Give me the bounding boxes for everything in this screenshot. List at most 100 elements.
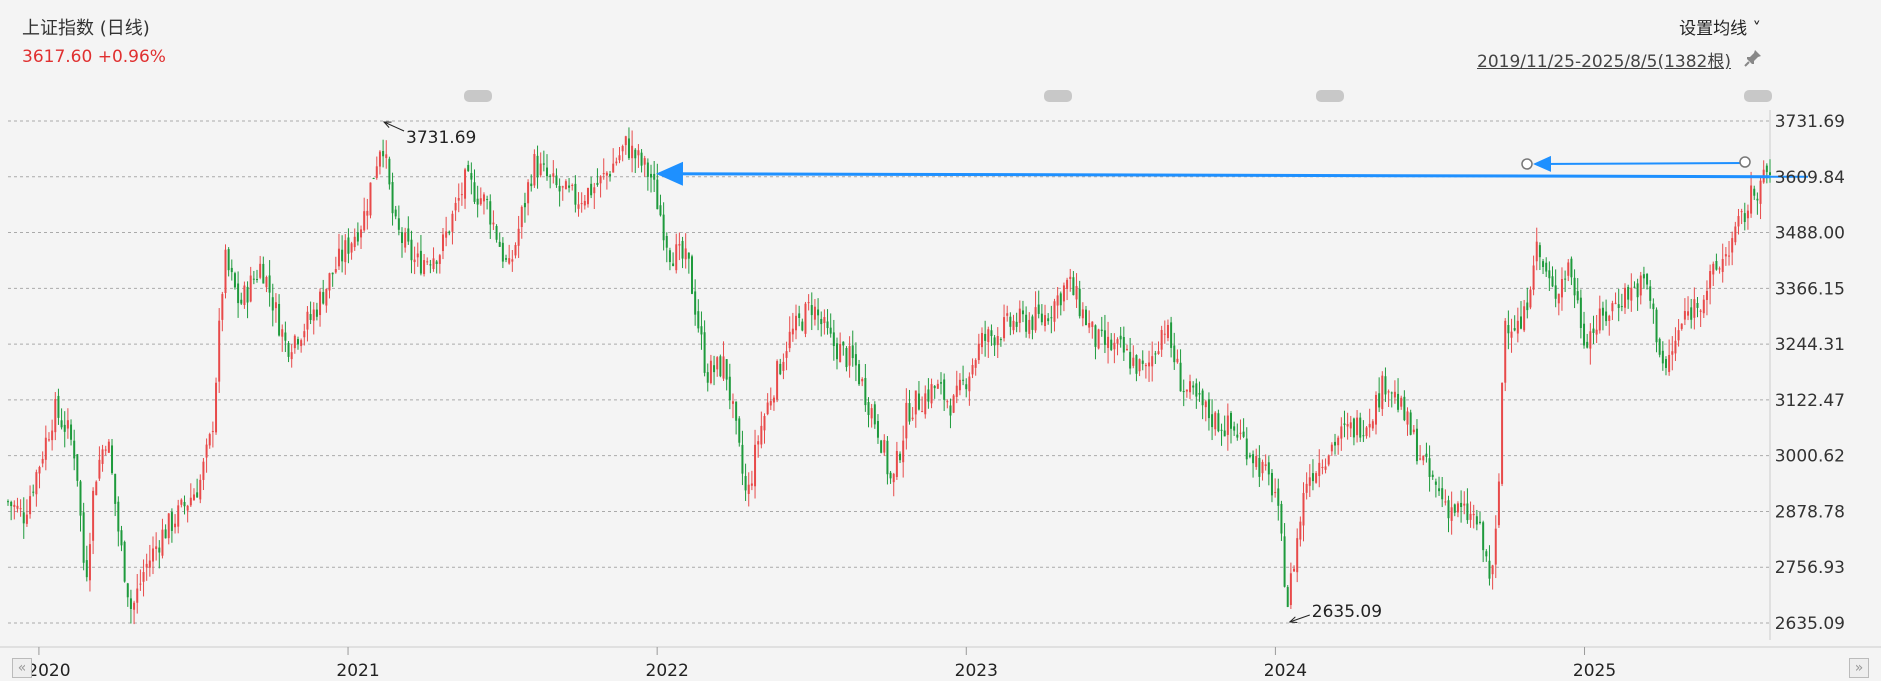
candle-body [249, 275, 252, 302]
candle-body [388, 158, 391, 185]
candle-body [1469, 513, 1472, 520]
candle-body [656, 179, 659, 210]
candle-body [845, 347, 848, 368]
candle-body [996, 335, 999, 346]
candle-body [25, 514, 28, 524]
drawing-handle[interactable] [1739, 156, 1751, 168]
candle-body [1683, 311, 1686, 320]
candle-body [782, 361, 785, 371]
candle-body [1538, 245, 1541, 258]
candle-body [593, 187, 596, 194]
trend-arrow[interactable] [655, 161, 1771, 186]
candle-body [1658, 338, 1661, 355]
candle-body [1280, 503, 1283, 534]
candle-body [1359, 417, 1362, 438]
short-arrow[interactable] [1533, 155, 1746, 172]
candle-body [70, 424, 73, 440]
candle-body [514, 245, 517, 256]
candle-body [1207, 399, 1210, 419]
candle-body [574, 183, 577, 205]
set-ma-button[interactable]: 设置均线 ˅ [1679, 19, 1761, 39]
candle-body [1721, 258, 1724, 272]
candle-body [95, 481, 98, 496]
event-marker-icon[interactable] [1316, 90, 1344, 102]
candle-body [1308, 477, 1311, 486]
price-change: 3617.60 +0.96% [22, 47, 166, 67]
candle-body [1324, 466, 1327, 470]
y-tick-label: 3000.62 [1775, 447, 1845, 467]
candle-body [246, 286, 249, 303]
candle-body [215, 382, 218, 433]
candle-body [76, 454, 79, 481]
candle-body [1107, 336, 1110, 348]
candle-body [1192, 385, 1195, 388]
candle-body [107, 441, 110, 453]
candle-body [542, 163, 545, 165]
candle-body [120, 530, 123, 546]
candle-body [911, 417, 914, 420]
candle-body [851, 345, 854, 359]
candle-body [1195, 383, 1198, 397]
candle-body [482, 194, 485, 202]
candle-body [779, 363, 782, 375]
candle-body [993, 337, 996, 346]
candle-body [413, 259, 416, 263]
candle-body [1318, 462, 1321, 477]
candle-body [1519, 316, 1522, 329]
candle-body [552, 173, 555, 177]
candle-body [968, 376, 971, 392]
candle-body [1034, 307, 1037, 331]
candle-body [438, 255, 441, 264]
candle-body [1390, 392, 1393, 394]
candle-body [1163, 333, 1166, 335]
candle-body [1564, 278, 1567, 280]
candle-body [672, 263, 675, 267]
candle-body [1185, 389, 1188, 392]
candle-body [694, 291, 697, 315]
double-chevron-right-icon[interactable]: » [1849, 658, 1869, 678]
candle-body [1088, 322, 1091, 328]
candle-body [328, 273, 331, 291]
candle-body [92, 490, 95, 541]
candle-body [382, 151, 385, 157]
candle-body [886, 440, 889, 475]
candle-body [977, 343, 980, 361]
candle-body [1532, 265, 1535, 290]
candle-body [700, 326, 703, 335]
candle-body [908, 403, 911, 422]
candle-body [401, 232, 404, 244]
y-tick-label: 3609.84 [1775, 168, 1845, 188]
candle-body [984, 333, 987, 341]
candle-body [1368, 423, 1371, 428]
candle-body [1696, 302, 1699, 308]
candle-body [1731, 238, 1734, 253]
event-marker-icon[interactable] [464, 90, 492, 102]
double-chevron-left-icon[interactable]: « [12, 658, 32, 678]
candle-body [927, 389, 930, 402]
candle-body [615, 161, 618, 164]
candle-body [1428, 458, 1431, 477]
candle-body [962, 379, 965, 381]
candle-body [1592, 328, 1595, 333]
candle-body [1144, 364, 1147, 367]
y-tick-label: 3244.31 [1775, 335, 1845, 355]
candle-body [1655, 309, 1658, 343]
candle-body [690, 256, 693, 294]
event-marker-icon[interactable] [1044, 90, 1072, 102]
date-range-link[interactable]: 2019/11/25-2025/8/5(1382根) [1477, 52, 1731, 72]
event-marker-icon[interactable] [1744, 90, 1772, 102]
candle-body [79, 481, 82, 516]
candle-body [224, 249, 227, 294]
drawing-handle[interactable] [1521, 158, 1533, 170]
x-tick-label: 2022 [646, 661, 689, 681]
candle-body [952, 395, 955, 413]
candle-body [1094, 325, 1097, 347]
candle-body [337, 248, 340, 267]
candle-body [546, 167, 549, 177]
candle-body [189, 497, 192, 506]
pin-icon[interactable] [1743, 48, 1763, 68]
candle-body [1289, 573, 1292, 606]
candle-body [1081, 309, 1084, 319]
